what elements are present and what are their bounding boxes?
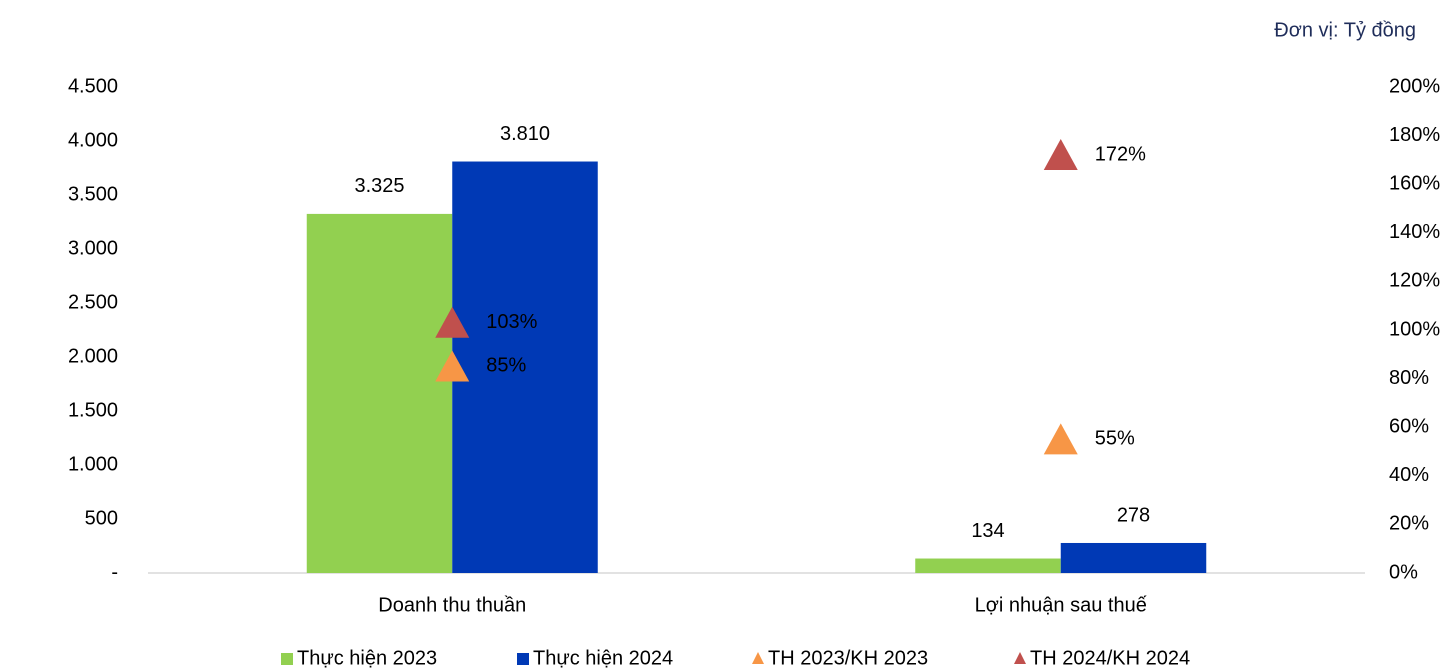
y2-tick-label: 160% <box>1389 172 1440 194</box>
legend-marker <box>1014 652 1026 664</box>
y-tick-label: 2.500 <box>68 291 118 313</box>
triangle-marker <box>1043 423 1078 455</box>
y-tick-label: 3.500 <box>68 183 118 205</box>
y-tick-label: 3.000 <box>68 237 118 259</box>
legend-marker <box>281 653 293 665</box>
legend-label: TH 2024/KH 2024 <box>1030 647 1190 668</box>
bar <box>306 213 453 573</box>
y-tick-label: 4.500 <box>68 75 118 97</box>
x-tick-label: Lợi nhuận sau thuế <box>975 594 1147 616</box>
y2-tick-label: 60% <box>1389 415 1429 437</box>
y2-tick-label: 120% <box>1389 270 1440 292</box>
y-tick-label: - <box>111 561 118 583</box>
legend-label: Thực hiện 2023 <box>297 647 437 668</box>
y2-tick-label: 20% <box>1389 513 1429 535</box>
y2-tick-label: 100% <box>1389 318 1440 340</box>
y2-tick-label: 140% <box>1389 221 1440 243</box>
y-tick-label: 1.000 <box>68 453 118 475</box>
bar <box>1060 542 1207 573</box>
triangle-marker <box>435 306 470 338</box>
y-tick-label: 4.000 <box>68 129 118 151</box>
legend-label: TH 2023/KH 2023 <box>768 647 928 668</box>
y2-tick-label: 180% <box>1389 124 1440 146</box>
data-label: 103% <box>486 311 537 333</box>
data-label: 278 <box>1117 504 1150 526</box>
data-label: 55% <box>1095 428 1135 450</box>
y-tick-label: 500 <box>85 507 118 529</box>
y-tick-label: 1.500 <box>68 399 118 421</box>
y-tick-label: 2.000 <box>68 345 118 367</box>
triangle-marker <box>1043 139 1078 171</box>
unit-label: Đơn vị: Tỷ đồng <box>1274 19 1416 41</box>
bar <box>915 558 1061 573</box>
legend-label: Thực hiện 2024 <box>533 647 673 668</box>
y2-tick-label: 0% <box>1389 561 1418 583</box>
data-label: 3.325 <box>354 175 404 197</box>
legend-marker <box>517 653 529 665</box>
legend-marker <box>752 652 764 664</box>
triangle-marker <box>435 350 470 382</box>
bar <box>452 161 598 573</box>
y2-tick-label: 80% <box>1389 367 1429 389</box>
x-tick-label: Doanh thu thuần <box>378 594 526 616</box>
data-label: 3.810 <box>500 123 550 145</box>
y2-tick-label: 200% <box>1389 75 1440 97</box>
data-label: 172% <box>1095 143 1146 165</box>
data-label: 85% <box>486 355 526 377</box>
y2-tick-label: 40% <box>1389 464 1429 486</box>
data-label: 134 <box>971 520 1004 542</box>
